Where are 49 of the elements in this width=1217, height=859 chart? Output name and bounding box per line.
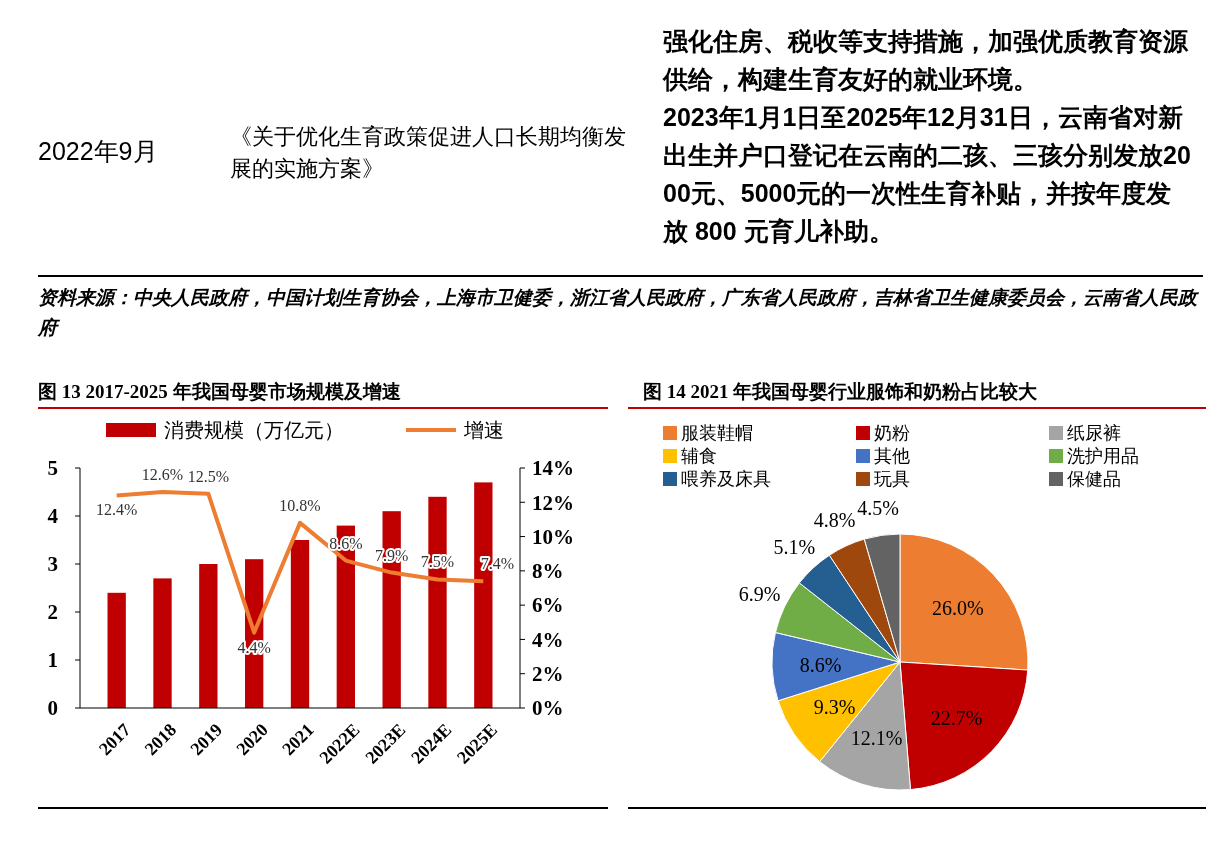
y2-tick-label: 8% <box>532 559 564 584</box>
y-tick-label: 5 <box>47 456 58 481</box>
data-label: 8.6% <box>799 653 842 676</box>
text: 《关于优化生育政策促进人口长期均衡发展的实施方案》 <box>230 124 626 181</box>
data-label: 10.8% <box>279 496 321 514</box>
chart-title: 图 14 2021 年我国母婴行业服饰和奶粉占比较大 <box>643 381 1039 402</box>
data-label: 4.5% <box>857 496 899 519</box>
y-tick-label: 0 <box>47 696 58 721</box>
legend-label: 喂养及床具 <box>681 469 771 490</box>
bar <box>107 592 126 708</box>
data-label: 26.0% <box>932 596 984 619</box>
data-label: 5.1% <box>773 536 816 559</box>
legend-label: 服装鞋帽 <box>681 423 753 444</box>
y2-tick-label: 12% <box>532 490 574 515</box>
bar <box>290 540 310 708</box>
bar <box>199 564 218 708</box>
y2-tick-label: 10% <box>532 524 574 549</box>
data-label: 22.7% <box>930 706 983 729</box>
y2-tick-label: 14% <box>532 456 574 481</box>
y2-tick-label: 4% <box>532 627 564 652</box>
legend-label: 奶粉 <box>874 423 910 444</box>
legend-label: 消费规模（万亿元） <box>164 419 344 441</box>
data-label: 4.8% <box>813 509 856 532</box>
text: 资料来源：中央人民政府，中国计划生育协会，上海市卫健委，浙江省人民政府，广东省人民政府，吉林省卫生健康委员会，云南省人民政府 <box>37 287 1200 338</box>
legend-label: 洗护用品 <box>1067 446 1139 467</box>
data-label: 6.9% <box>738 583 781 606</box>
legend-label: 辅食 <box>681 446 717 467</box>
legend-label: 增速 <box>463 419 504 441</box>
text: 强化住房、税收等支持措施，加强优质教育资源供给，构建生育友好的就业环境。 <box>662 27 1189 93</box>
legend-label: 纸尿裤 <box>1067 423 1121 444</box>
legend-label: 保健品 <box>1067 469 1121 490</box>
bar <box>153 578 172 708</box>
y-tick-label: 4 <box>47 504 59 529</box>
data-label: 12.1% <box>850 726 903 749</box>
text: 2023年1月1日至2025年12月31日，云南省对新出生并户口登记在云南的二孩、三孩分别发放2000元、5000元的一次性生育补贴，并按年度发放 800 元育儿补助。 <box>662 103 1191 245</box>
chart-title: 图 13 2017-2025 年我国母婴市场规模及增速 <box>38 381 401 402</box>
y2-tick-label: 6% <box>532 593 564 618</box>
y2-tick-label: 0% <box>532 696 564 721</box>
data-label: 12.5% <box>187 467 229 485</box>
y-tick-label: 2 <box>47 600 58 625</box>
text: 2022年9月 <box>38 137 158 165</box>
y-tick-label: 3 <box>47 552 58 577</box>
y-tick-label: 1 <box>47 648 58 673</box>
legend-label: 玩具 <box>874 469 910 490</box>
y2-tick-label: 2% <box>532 662 564 687</box>
legend-label: 其他 <box>874 446 910 467</box>
data-label: 12.6% <box>141 466 184 483</box>
data-label: 9.3% <box>813 695 856 718</box>
data-label: 12.4% <box>96 501 138 519</box>
